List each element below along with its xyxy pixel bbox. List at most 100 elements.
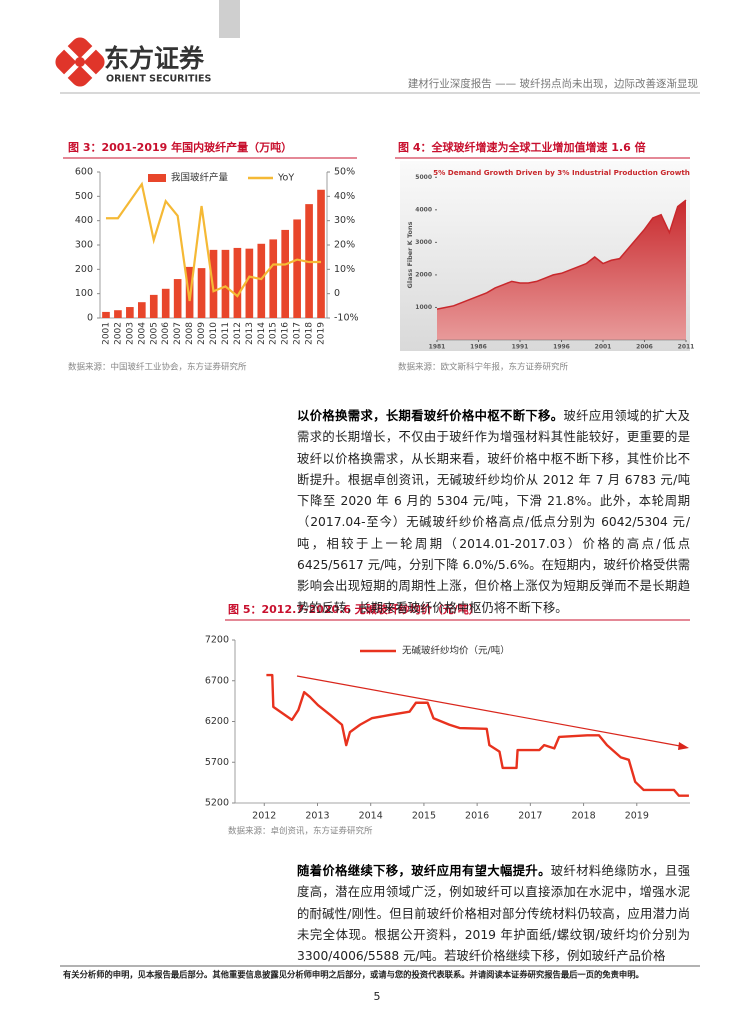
y-tick-label: 100	[75, 288, 93, 299]
x-tick-label: 1986	[470, 344, 487, 351]
footer-disclaimer: 有关分析师的申明，见本报告最后部分。其他重要信息披露见分析师申明之后部分，或请与…	[63, 970, 644, 980]
legend-swatch	[148, 174, 166, 182]
y-tick-label: 3000	[415, 239, 432, 246]
x-tick-label: 2019	[317, 322, 327, 345]
arrow-head	[678, 742, 689, 750]
x-tick-label: 2014	[257, 322, 267, 345]
y-tick-label: 7200	[205, 635, 229, 646]
y-tick-label: 1000	[415, 304, 432, 311]
logo-cn: 东方证券	[104, 44, 205, 73]
x-tick-label: 2005	[149, 322, 159, 345]
price-line	[266, 673, 689, 797]
bar	[197, 268, 206, 318]
y2-tick-label: 0	[334, 288, 340, 299]
x-tick-label: 2002	[113, 322, 123, 345]
y-tick-label: 4000	[415, 206, 432, 213]
y-tick-label: 6200	[205, 716, 229, 727]
x-tick-label: 2015	[412, 811, 436, 822]
x-tick-label: 2001	[101, 322, 111, 345]
y-tick-label: 6700	[205, 675, 229, 686]
paragraph-lead: 以价格换需求，长期看玻纤价格中枢不断下移。	[297, 409, 564, 423]
yoy-line	[105, 181, 322, 302]
paragraph-text: 玻纤材料绝缘防水，且强度高，潜在应用领域广泛，例如玻纤可以直接添加在水泥中，增强…	[297, 864, 690, 964]
legend-label: 我国玻纤产量	[171, 172, 229, 184]
x-tick-label: 2001	[595, 344, 612, 351]
bar	[245, 248, 254, 318]
x-tick-label: 2006	[161, 322, 171, 345]
x-tick-label: 2007	[173, 322, 183, 345]
paragraph-text: 玻纤应用领域的扩大及需求的长期增长，不仅由于玻纤作为增强材料其性能较好，更重要的…	[297, 409, 690, 615]
bar	[317, 189, 325, 318]
x-tick-label: 2006	[636, 344, 653, 351]
x-tick-label: 2016	[281, 322, 291, 345]
y2-tick-label: 50%	[334, 167, 355, 178]
figure-source: 数据来源：卓创资讯，东方证券研究所	[228, 826, 373, 837]
chart-title: 5% Demand Growth Driven by 3% Industrial…	[433, 168, 690, 177]
x-tick-label: 2008	[185, 322, 195, 345]
bar	[173, 279, 182, 318]
bar	[281, 229, 290, 318]
bar	[114, 310, 122, 318]
logo-en: ORIENT SECURITIES	[106, 74, 212, 85]
y-tick-label: 200	[75, 264, 93, 275]
y2-tick-label: 10%	[334, 264, 355, 275]
y2-tick-label: 20%	[334, 240, 355, 251]
x-tick-label: 2016	[465, 811, 489, 822]
x-tick-label: 2009	[197, 322, 207, 345]
bar	[257, 243, 266, 318]
area-line	[436, 199, 687, 310]
trend-arrow	[296, 675, 681, 747]
figure-source: 数据来源：欧文斯科宁年报，东方证券研究所	[398, 362, 569, 373]
x-tick-label: 1981	[429, 344, 446, 351]
legend-label: 无碱玻纤纱均价（元/吨）	[402, 645, 510, 657]
x-tick-label: 2013	[245, 322, 255, 345]
paragraph: 随着价格继续下移，玻纤应用有望大幅提升。玻纤材料绝缘防水，且强度高，潜在应用领域…	[297, 861, 690, 967]
x-tick-label: 2017	[293, 322, 303, 345]
x-tick-label: 2019	[625, 811, 649, 822]
x-tick-label: 2004	[137, 322, 147, 345]
y2-tick-label: -10%	[334, 313, 359, 324]
legend-label: YoY	[277, 173, 294, 184]
x-tick-label: 2015	[269, 322, 279, 345]
x-tick-label: 2010	[209, 322, 219, 345]
y-tick-label: 400	[75, 215, 93, 226]
y-tick-label: 300	[75, 240, 93, 251]
x-tick-label: 2018	[305, 322, 315, 345]
y-tick-label: 5000	[415, 174, 432, 181]
x-tick-label: 2017	[518, 811, 542, 822]
bar	[233, 247, 242, 318]
figure-source: 数据来源：中国玻纤工业协会，东方证券研究所	[68, 362, 247, 373]
x-tick-label: 1991	[512, 344, 529, 351]
x-tick-label: 2013	[305, 811, 329, 822]
bar	[293, 219, 301, 318]
y-axis-label: Glass Fiber K Tons	[406, 221, 414, 288]
figure-caption: 图 3：2001-2019 年国内玻纤产量（万吨）	[68, 140, 292, 154]
bar	[126, 307, 134, 318]
y-tick-label: 500	[75, 191, 93, 202]
x-tick-label: 2011	[221, 322, 231, 345]
paragraph: 以价格换需求，长期看玻纤价格中枢不断下移。玻纤应用领域的扩大及需求的长期增长，不…	[297, 406, 690, 619]
y-tick-label: 5200	[205, 798, 229, 809]
logo-icon	[55, 37, 105, 87]
bar	[102, 311, 110, 318]
page-number: 5	[374, 990, 381, 1003]
bar	[269, 239, 278, 318]
bar	[137, 302, 146, 318]
area-fill	[437, 200, 686, 340]
bar	[161, 288, 170, 318]
y-tick-label: 0	[87, 313, 93, 324]
y2-tick-label: 30%	[334, 215, 355, 226]
header-band	[219, 0, 240, 38]
x-tick-label: 2012	[233, 322, 243, 345]
figure-caption: 图 4：全球玻纤增速为全球工业增加值增速 1.6 倍	[398, 140, 646, 154]
bar	[221, 249, 230, 318]
paragraph-lead: 随着价格继续下移，玻纤应用有望大幅提升。	[297, 864, 551, 878]
y2-tick-label: 40%	[334, 191, 355, 202]
figure-caption: 图 5：2012.7-2020.6 无碱玻纤纱均价（元/吨）	[228, 602, 480, 616]
x-tick-label: 2011	[678, 344, 695, 351]
x-tick-label: 2014	[359, 811, 383, 822]
x-tick-label: 2012	[252, 811, 276, 822]
bar	[149, 294, 158, 318]
